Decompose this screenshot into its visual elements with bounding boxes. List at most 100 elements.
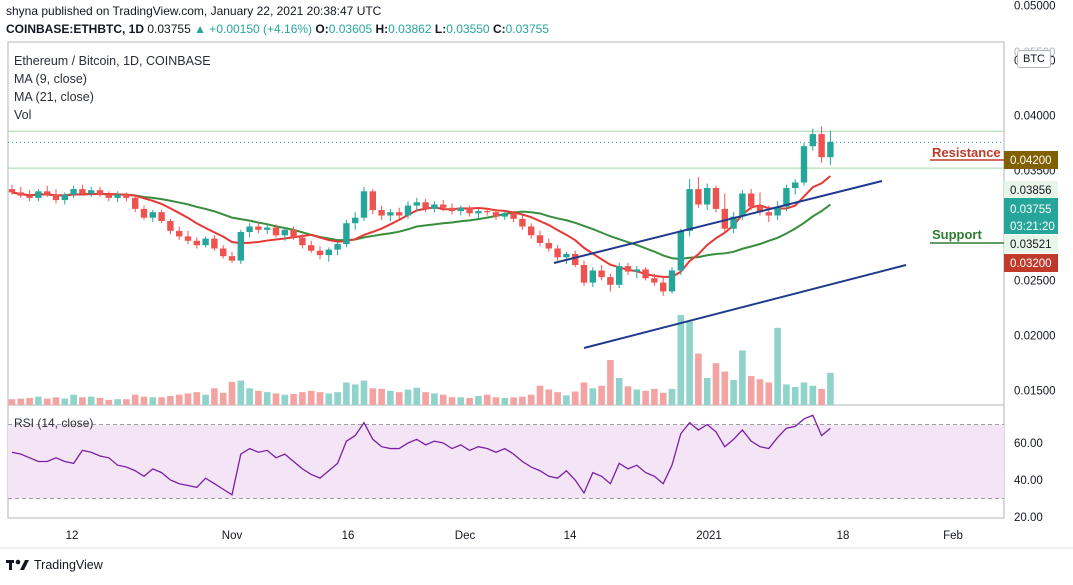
chart-frame <box>7 41 1005 519</box>
tradingview-logo-icon <box>6 559 29 570</box>
time-tick-label: 18 <box>837 530 850 542</box>
volume-bar <box>545 389 553 405</box>
candle-body <box>422 202 429 209</box>
candle-body <box>334 244 341 250</box>
volume-bar <box>765 382 773 405</box>
volume-bar <box>809 385 817 405</box>
volume-bar <box>123 399 130 405</box>
price-tick-label: 0.05000 <box>1014 0 1056 12</box>
low-price-tag-bg <box>1004 235 1058 253</box>
volume-bar <box>369 388 377 405</box>
price-change: ▲ +0.00150 (+4.16%) <box>194 22 313 36</box>
candle-body <box>624 266 632 272</box>
candle-body <box>325 249 332 256</box>
volume-bar <box>615 378 623 405</box>
rsi-line <box>11 414 831 496</box>
candle-body <box>158 212 165 221</box>
candle-body <box>475 211 482 214</box>
candle-body <box>396 212 403 216</box>
volume-bar <box>96 397 104 405</box>
candle-body <box>677 230 684 271</box>
candle-body <box>668 270 676 292</box>
volume-bar <box>228 381 236 405</box>
publication-info: shyna published on TradingView.com, Janu… <box>6 4 381 18</box>
candle-body <box>44 191 51 195</box>
candle-body <box>299 237 306 246</box>
volume-bar <box>633 389 641 405</box>
candle-body <box>651 278 658 283</box>
volume-bar <box>501 397 509 405</box>
volume-bar <box>360 380 368 405</box>
volume-bar <box>211 388 218 405</box>
candle-body <box>616 266 623 285</box>
resistance-label: Resistance <box>932 145 1001 160</box>
volume-bar <box>175 394 183 405</box>
rsi-tick-label: 60.00 <box>1014 438 1043 450</box>
candle-body <box>510 213 517 219</box>
candle-body <box>114 194 121 198</box>
volume-bar <box>255 390 262 405</box>
resistance-price-tag: 0.04200 <box>1010 155 1052 167</box>
candle-body <box>712 188 720 209</box>
currency-badge[interactable]: BTC <box>1017 50 1051 68</box>
candle-body <box>431 204 438 209</box>
volume-bar <box>395 392 403 405</box>
candle-body <box>730 216 737 229</box>
candle-body <box>167 221 174 231</box>
volume-bar <box>52 397 60 405</box>
candle-body <box>211 238 218 249</box>
volume-bar <box>351 384 359 405</box>
candle-body <box>633 269 640 272</box>
candle-body <box>132 197 139 209</box>
candle-body <box>440 204 447 208</box>
symbol-label: COINBASE:ETHBTC, 1D <box>6 22 145 36</box>
candle-body <box>800 146 808 183</box>
candle-body <box>695 189 702 205</box>
volume-bar <box>167 396 174 405</box>
volume-bar <box>695 353 702 405</box>
candle-body <box>26 195 33 198</box>
candle-body <box>739 193 746 217</box>
volume-bar <box>140 396 148 405</box>
volume-bar <box>246 388 253 405</box>
candle-body <box>572 254 579 265</box>
candle-body <box>202 238 209 246</box>
volume-bar <box>703 378 711 405</box>
candle-body <box>554 248 561 258</box>
candle-body <box>783 188 790 207</box>
candle-body <box>272 227 280 236</box>
tradingview-logo[interactable]: TradingView <box>6 558 103 572</box>
volume-bar <box>730 379 737 405</box>
candle-body <box>176 230 183 237</box>
volume-bar <box>677 315 685 405</box>
volume-bar <box>79 397 86 405</box>
candle-body <box>140 208 148 218</box>
candle-body <box>448 207 456 212</box>
volume-bar <box>527 394 535 405</box>
candle-body <box>545 243 552 249</box>
volume-bar <box>61 398 69 405</box>
candle-body <box>281 229 288 236</box>
candle-body <box>589 270 596 283</box>
volume-bar <box>43 398 51 405</box>
price-tick-label: 0.02000 <box>1014 330 1056 342</box>
volume-bar <box>712 363 720 405</box>
candle-body <box>123 194 130 198</box>
volume-bar <box>202 394 209 405</box>
candle-body <box>61 194 68 201</box>
candle-body <box>360 191 368 218</box>
high-value: 0.03862 <box>388 22 432 36</box>
candle-body <box>484 211 491 213</box>
volume-bar <box>827 372 834 405</box>
candle-body <box>246 226 253 232</box>
volume-bar <box>475 396 482 405</box>
candle-body <box>184 236 192 241</box>
volume-bar <box>439 394 447 405</box>
candle-body <box>809 134 816 147</box>
volume-bar <box>536 385 544 405</box>
volume-bar <box>316 392 324 405</box>
last-price: 0.03755 <box>147 22 191 36</box>
support-price-tag-bg <box>1004 254 1058 272</box>
volume-bar <box>149 397 157 405</box>
